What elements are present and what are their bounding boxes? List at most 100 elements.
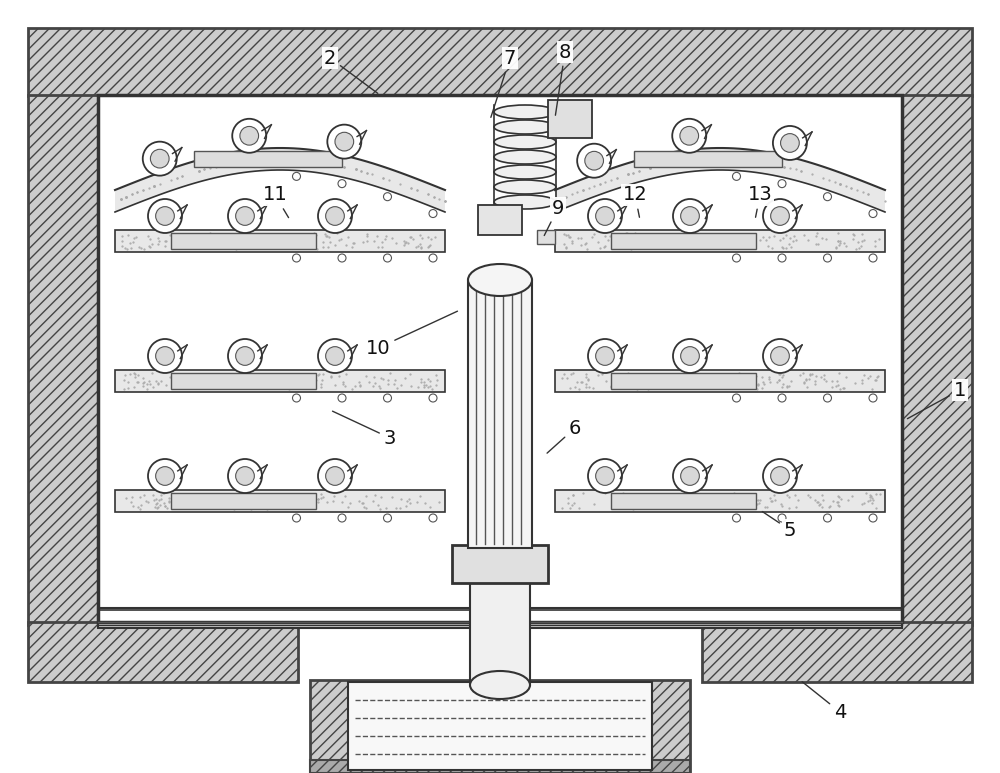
Circle shape	[327, 124, 361, 158]
Circle shape	[228, 339, 262, 373]
Bar	[115, 490, 445, 512]
Ellipse shape	[494, 105, 556, 119]
Circle shape	[292, 254, 300, 262]
Circle shape	[232, 119, 266, 153]
Circle shape	[585, 152, 604, 170]
Circle shape	[596, 346, 614, 366]
Circle shape	[778, 179, 786, 188]
Circle shape	[824, 254, 832, 262]
Circle shape	[156, 467, 174, 485]
Circle shape	[771, 467, 789, 485]
Circle shape	[588, 199, 622, 233]
Text: 7: 7	[491, 49, 516, 117]
Circle shape	[763, 459, 797, 493]
Circle shape	[326, 206, 344, 226]
Circle shape	[869, 514, 877, 522]
Bar	[28, 28, 972, 96]
Circle shape	[824, 514, 832, 522]
Bar	[171, 493, 316, 509]
Text: 5: 5	[762, 512, 796, 540]
Text: 1: 1	[907, 380, 966, 419]
Circle shape	[148, 199, 182, 233]
Ellipse shape	[494, 150, 556, 164]
Circle shape	[588, 339, 622, 373]
Circle shape	[824, 192, 832, 201]
Circle shape	[338, 179, 346, 188]
Bar	[171, 233, 316, 249]
Bar	[702, 622, 972, 682]
Circle shape	[732, 394, 740, 402]
Bar	[310, 680, 690, 773]
Bar	[611, 373, 756, 389]
Circle shape	[681, 206, 699, 226]
Circle shape	[148, 459, 182, 493]
Circle shape	[763, 199, 797, 233]
Circle shape	[672, 119, 706, 153]
Circle shape	[318, 459, 352, 493]
Circle shape	[673, 199, 707, 233]
Circle shape	[596, 467, 614, 485]
Bar	[902, 95, 972, 625]
Bar	[28, 622, 298, 682]
Bar	[115, 230, 445, 252]
Circle shape	[773, 126, 807, 160]
Bar	[348, 682, 652, 770]
Polygon shape	[555, 148, 885, 212]
Circle shape	[156, 206, 174, 226]
Circle shape	[732, 254, 740, 262]
Bar	[634, 151, 782, 167]
Circle shape	[681, 467, 699, 485]
Text: 4: 4	[802, 682, 846, 721]
Circle shape	[292, 172, 300, 180]
Circle shape	[143, 141, 177, 175]
Circle shape	[781, 134, 799, 152]
Circle shape	[429, 209, 437, 217]
Circle shape	[292, 394, 300, 402]
Circle shape	[824, 394, 832, 402]
Bar	[468, 280, 532, 548]
Circle shape	[236, 467, 254, 485]
Ellipse shape	[470, 671, 530, 699]
Bar	[98, 610, 902, 628]
Circle shape	[778, 254, 786, 262]
Circle shape	[338, 514, 346, 522]
Bar	[115, 370, 445, 392]
Text: 11: 11	[263, 186, 289, 218]
Ellipse shape	[494, 135, 556, 149]
Circle shape	[228, 199, 262, 233]
Circle shape	[763, 339, 797, 373]
Text: 13: 13	[748, 186, 772, 217]
Circle shape	[771, 346, 789, 366]
Bar	[98, 95, 902, 622]
Circle shape	[338, 254, 346, 262]
Bar	[310, 760, 690, 773]
Circle shape	[732, 514, 740, 522]
Circle shape	[335, 132, 354, 151]
Text: 3: 3	[333, 411, 396, 448]
Circle shape	[326, 346, 344, 366]
Bar	[478, 205, 522, 235]
Circle shape	[778, 394, 786, 402]
Circle shape	[240, 127, 259, 145]
Circle shape	[429, 514, 437, 522]
Circle shape	[673, 339, 707, 373]
Circle shape	[326, 467, 344, 485]
Bar	[470, 580, 530, 685]
Circle shape	[228, 459, 262, 493]
Text: 8: 8	[555, 43, 571, 115]
Circle shape	[384, 254, 392, 262]
Text: 10: 10	[366, 312, 457, 357]
Circle shape	[384, 514, 392, 522]
Circle shape	[384, 394, 392, 402]
Polygon shape	[115, 148, 445, 212]
Circle shape	[318, 339, 352, 373]
Bar	[171, 373, 316, 389]
Circle shape	[236, 206, 254, 226]
Circle shape	[778, 514, 786, 522]
Circle shape	[338, 394, 346, 402]
Circle shape	[384, 192, 392, 201]
Bar	[555, 230, 885, 252]
Circle shape	[236, 346, 254, 366]
Circle shape	[673, 459, 707, 493]
Circle shape	[156, 346, 174, 366]
